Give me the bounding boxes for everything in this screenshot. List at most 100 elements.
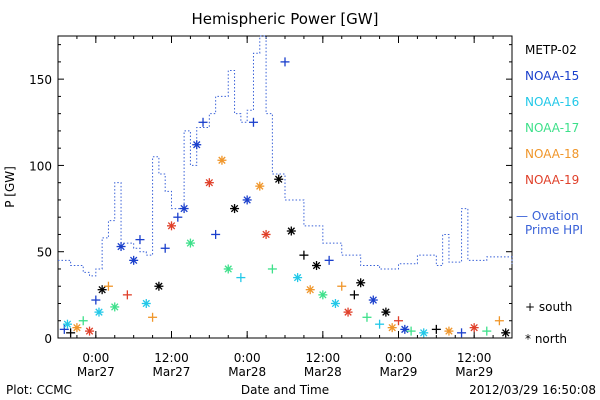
x-tick-label-day: Mar29: [380, 365, 418, 379]
data-point: [141, 298, 151, 308]
data-point: [494, 316, 504, 326]
data-point: [469, 323, 479, 333]
y-tick-label: 100: [29, 159, 52, 173]
x-tick-label-time: 0:00: [234, 351, 261, 365]
x-tick-label-time: 12:00: [457, 351, 492, 365]
data-point: [185, 238, 195, 248]
data-point: [362, 312, 372, 322]
data-point: [66, 328, 76, 338]
data-point: [501, 328, 511, 338]
point-stroke: [95, 308, 103, 316]
legend-item: NOAA-17: [525, 121, 579, 135]
x-tick-label-time: 12:00: [306, 351, 341, 365]
data-point: [223, 264, 233, 274]
point-stroke: [312, 261, 321, 270]
data-point: [103, 281, 113, 291]
data-point: [242, 195, 252, 205]
point-stroke: [180, 204, 188, 213]
point-stroke: [262, 230, 270, 239]
data-point: [337, 281, 347, 291]
data-point: [248, 117, 258, 127]
data-point: [85, 326, 95, 336]
data-point: [330, 298, 340, 308]
data-point: [286, 226, 296, 236]
y-tick-label: 0: [44, 332, 52, 346]
data-point: [129, 255, 139, 265]
x-tick-label-day: Mar28: [304, 365, 342, 379]
point-stroke: [155, 282, 163, 290]
data-point: [204, 178, 214, 188]
x-tick-label-day: Mar28: [228, 365, 266, 379]
data-point: [135, 235, 145, 245]
point-stroke: [306, 285, 314, 294]
data-point: [217, 155, 227, 165]
point-stroke: [401, 325, 409, 334]
data-point: [261, 229, 271, 239]
data-point: [293, 273, 303, 283]
footer-timestamp: 2012/03/29 16:50:08: [469, 383, 596, 397]
point-stroke: [256, 182, 264, 190]
point-stroke: [501, 329, 510, 337]
point-stroke: [193, 141, 201, 149]
point-stroke: [73, 323, 81, 332]
x-tick-label-day: Mar29: [455, 365, 493, 379]
data-point: [356, 278, 366, 288]
data-point: [160, 243, 170, 253]
point-stroke: [230, 204, 239, 213]
data-point: [78, 316, 88, 326]
data-point: [419, 328, 429, 338]
point-stroke: [117, 242, 125, 251]
data-point: [59, 324, 69, 334]
data-point: [255, 181, 265, 191]
data-point: [375, 319, 385, 329]
x-axis-label: Date and Time: [241, 383, 329, 397]
y-axis-label: P [GW]: [3, 166, 17, 208]
data-point: [274, 174, 284, 184]
data-point: [312, 261, 322, 271]
data-point: [387, 323, 397, 333]
point-stroke: [319, 291, 327, 299]
point-stroke: [98, 285, 106, 294]
point-stroke: [356, 279, 365, 287]
x-tick-label-time: 12:00: [154, 351, 189, 365]
legend-ovation-line1: — Ovation: [516, 209, 579, 223]
point-stroke: [470, 323, 478, 332]
legend-item: NOAA-15: [525, 69, 579, 83]
data-point: [211, 229, 221, 239]
data-point: [198, 117, 208, 127]
data-point: [116, 242, 126, 252]
data-point: [299, 250, 309, 260]
point-stroke: [129, 256, 138, 265]
ovation-hpi-line: [58, 35, 513, 277]
point-stroke: [85, 327, 94, 335]
data-point: [381, 307, 391, 317]
data-point: [394, 316, 403, 326]
point-stroke: [142, 299, 150, 308]
legend-north: * north: [525, 332, 567, 346]
data-point: [179, 204, 189, 214]
data-point: [91, 295, 101, 305]
data-point: [173, 212, 183, 222]
data-point: [267, 264, 277, 274]
data-point: [97, 285, 107, 295]
point-stroke: [445, 327, 453, 335]
data-point: [406, 326, 416, 336]
data-point: [230, 204, 240, 214]
x-tick-label-time: 0:00: [82, 351, 109, 365]
legend-item: NOAA-19: [525, 173, 579, 187]
point-stroke: [111, 303, 119, 311]
x-tick-label-day: Mar27: [153, 365, 191, 379]
legend-ovation-line2: Prime HPI: [525, 223, 583, 237]
data-point: [343, 307, 353, 317]
x-tick-label-day: Mar27: [77, 365, 115, 379]
legend-item: NOAA-18: [525, 147, 579, 161]
point-stroke: [224, 265, 232, 273]
point-stroke: [344, 308, 352, 316]
point-stroke: [63, 320, 72, 328]
point-stroke: [186, 239, 195, 247]
data-point: [457, 328, 467, 338]
data-point: [236, 273, 246, 283]
data-point: [122, 290, 132, 300]
data-point: [167, 221, 176, 231]
data-point: [349, 290, 359, 300]
